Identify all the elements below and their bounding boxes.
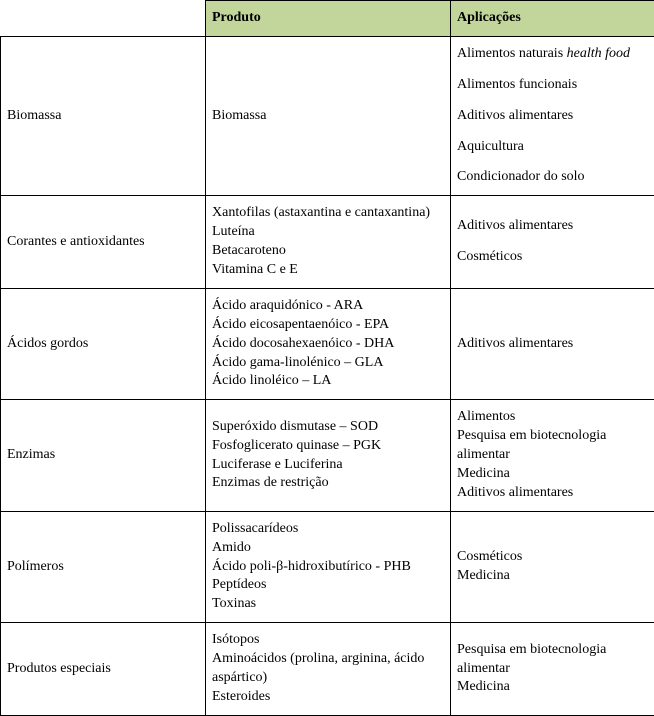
- category-cell: Enzimas: [1, 400, 206, 511]
- product-cell: PolissacarídeosAmidoÁcido poli-β-hidroxi…: [206, 511, 451, 622]
- product-cell: Ácido araquidónico - ARAÁcido eicosapent…: [206, 288, 451, 399]
- product-line: Isótopos: [212, 631, 444, 650]
- header-blank: [1, 1, 206, 37]
- header-aplicacoes: Aplicações: [451, 1, 654, 37]
- product-line: Vitamina C e E: [212, 261, 444, 280]
- applications-cell: AlimentosPesquisa em biotecnologia alime…: [451, 400, 654, 511]
- product-line: Xantofilas (astaxantina e cantaxantina): [212, 204, 444, 223]
- header-produto: Produto: [206, 1, 451, 37]
- table-row: Produtos especiaisIsótoposAminoácidos (p…: [1, 623, 654, 716]
- product-cell: IsótoposAminoácidos (prolina, arginina, …: [206, 623, 451, 716]
- product-line: Esteroides: [212, 688, 444, 707]
- product-line: Superóxido dismutase – SOD: [212, 418, 444, 437]
- application-line: Medicina: [457, 678, 648, 697]
- application-line: Alimentos naturais health food: [457, 45, 648, 64]
- product-line: Luciferase e Luciferina: [212, 456, 444, 475]
- table-row: BiomassaBiomassaAlimentos naturais healt…: [1, 36, 654, 195]
- applications-cell: Pesquisa em biotecnologia alimentarMedic…: [451, 623, 654, 716]
- spacer: [457, 236, 648, 248]
- product-cell: Superóxido dismutase – SODFosfoglicerato…: [206, 400, 451, 511]
- product-line: Ácido docosahexaenóico - DHA: [212, 335, 444, 354]
- application-line: Aditivos alimentares: [457, 107, 648, 126]
- application-line: Pesquisa em biotecnologia alimentar: [457, 427, 648, 465]
- product-line: Amido: [212, 539, 444, 558]
- applications-cell: Alimentos naturais health food Alimentos …: [451, 36, 654, 195]
- application-line: Medicina: [457, 567, 648, 586]
- product-cell: Biomassa: [206, 36, 451, 195]
- application-line: Pesquisa em biotecnologia alimentar: [457, 641, 648, 679]
- applications-cell: CosméticosMedicina: [451, 511, 654, 622]
- products-table: Produto Aplicações BiomassaBiomassaAlime…: [0, 0, 654, 716]
- product-line: Ácido gama-linolénico – GLA: [212, 354, 444, 373]
- spacer: [457, 156, 648, 168]
- applications-cell: Aditivos alimentares: [451, 288, 654, 399]
- table-row: EnzimasSuperóxido dismutase – SODFosfogl…: [1, 400, 654, 511]
- product-line: Ácido eicosapentaenóico - EPA: [212, 316, 444, 335]
- table-row: Ácidos gordosÁcido araquidónico - ARAÁci…: [1, 288, 654, 399]
- product-line: Ácido poli-β-hidroxibutírico - PHB: [212, 558, 444, 577]
- product-cell: Xantofilas (astaxantina e cantaxantina)L…: [206, 196, 451, 289]
- product-line: Fosfoglicerato quinase – PGK: [212, 437, 444, 456]
- product-line: Toxinas: [212, 595, 444, 614]
- product-line: Betacaroteno: [212, 242, 444, 261]
- application-line: Alimentos: [457, 408, 648, 427]
- category-cell: Polímeros: [1, 511, 206, 622]
- category-cell: Corantes e antioxidantes: [1, 196, 206, 289]
- application-line: Cosméticos: [457, 248, 648, 267]
- application-line: Aditivos alimentares: [457, 484, 648, 503]
- product-line: Polissacarídeos: [212, 520, 444, 539]
- application-line: Aquicultura: [457, 138, 648, 157]
- header-row: Produto Aplicações: [1, 1, 654, 37]
- table-row: Corantes e antioxidantesXantofilas (asta…: [1, 196, 654, 289]
- application-line: Alimentos funcionais: [457, 76, 648, 95]
- spacer: [457, 126, 648, 138]
- product-line: Ácido linoléico – LA: [212, 372, 444, 391]
- product-line: Luteína: [212, 223, 444, 242]
- applications-cell: Aditivos alimentares Cosméticos: [451, 196, 654, 289]
- product-line: Aminoácidos (prolina, arginina, ácido as…: [212, 650, 444, 688]
- application-line: Condicionador do solo: [457, 168, 648, 187]
- category-cell: Ácidos gordos: [1, 288, 206, 399]
- spacer: [457, 95, 648, 107]
- table-row: PolímerosPolissacarídeosAmidoÁcido poli-…: [1, 511, 654, 622]
- category-cell: Biomassa: [1, 36, 206, 195]
- application-line: Medicina: [457, 465, 648, 484]
- product-line: Ácido araquidónico - ARA: [212, 297, 444, 316]
- product-line: Enzimas de restrição: [212, 474, 444, 493]
- spacer: [457, 64, 648, 76]
- application-line: Aditivos alimentares: [457, 217, 648, 236]
- table-body: BiomassaBiomassaAlimentos naturais healt…: [1, 36, 654, 715]
- application-line: Cosméticos: [457, 548, 648, 567]
- application-line: Aditivos alimentares: [457, 335, 648, 354]
- product-line: Peptídeos: [212, 576, 444, 595]
- category-cell: Produtos especiais: [1, 623, 206, 716]
